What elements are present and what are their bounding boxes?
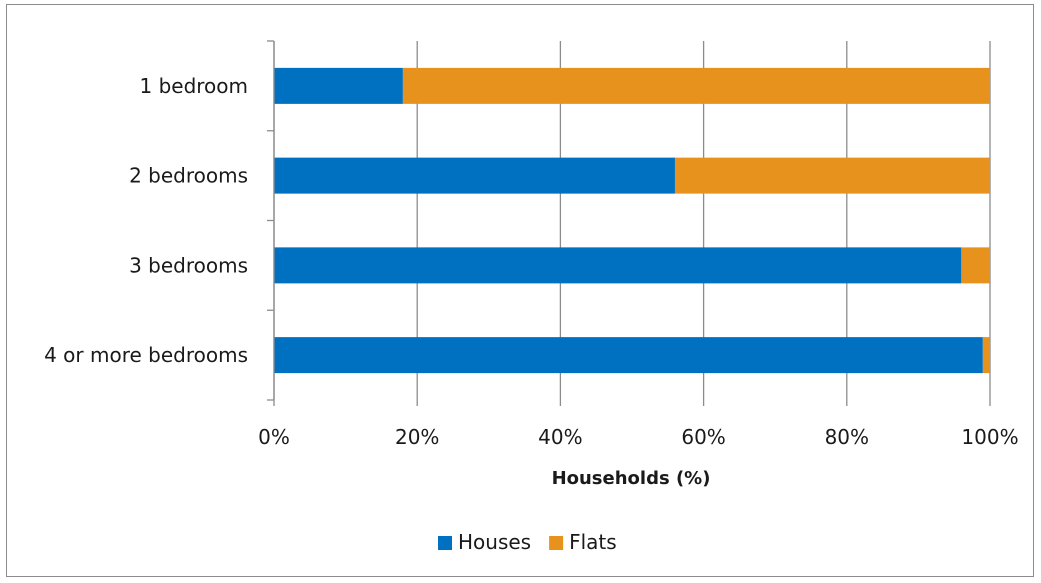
category-label: 3 bedrooms <box>129 253 248 277</box>
x-tick-labels: 0% 20% 40% 60% 80% 100% <box>258 425 1018 449</box>
axes <box>267 40 275 401</box>
legend-swatch <box>549 536 564 550</box>
bar-houses <box>274 67 403 104</box>
x-axis-title: Households (%) <box>552 468 711 489</box>
bar-flats <box>982 337 990 374</box>
bar-houses <box>274 157 675 194</box>
legend-label: Houses <box>458 530 531 554</box>
x-tick-label: 20% <box>395 425 439 449</box>
category-label: 4 or more bedrooms <box>44 343 248 367</box>
legend-label: Flats <box>569 530 617 554</box>
category-label: 1 bedroom <box>139 74 248 98</box>
x-tick-label: 80% <box>825 425 869 449</box>
x-tick-label: 60% <box>681 425 725 449</box>
x-tick-label: 0% <box>258 425 290 449</box>
legend-swatch <box>438 536 452 550</box>
bar-flats <box>961 247 990 284</box>
x-tick-label: 40% <box>538 425 582 449</box>
bar-flats <box>402 67 990 104</box>
bar-houses <box>274 247 962 284</box>
category-labels: 1 bedroom 2 bedrooms 3 bedrooms 4 or more b… <box>44 74 248 367</box>
bar-flats <box>674 157 990 194</box>
x-tick-label: 100% <box>961 425 1018 449</box>
category-label: 2 bedrooms <box>129 164 248 188</box>
legend: Houses Flats <box>438 530 617 554</box>
bars <box>274 67 990 374</box>
bar-houses <box>274 337 983 374</box>
